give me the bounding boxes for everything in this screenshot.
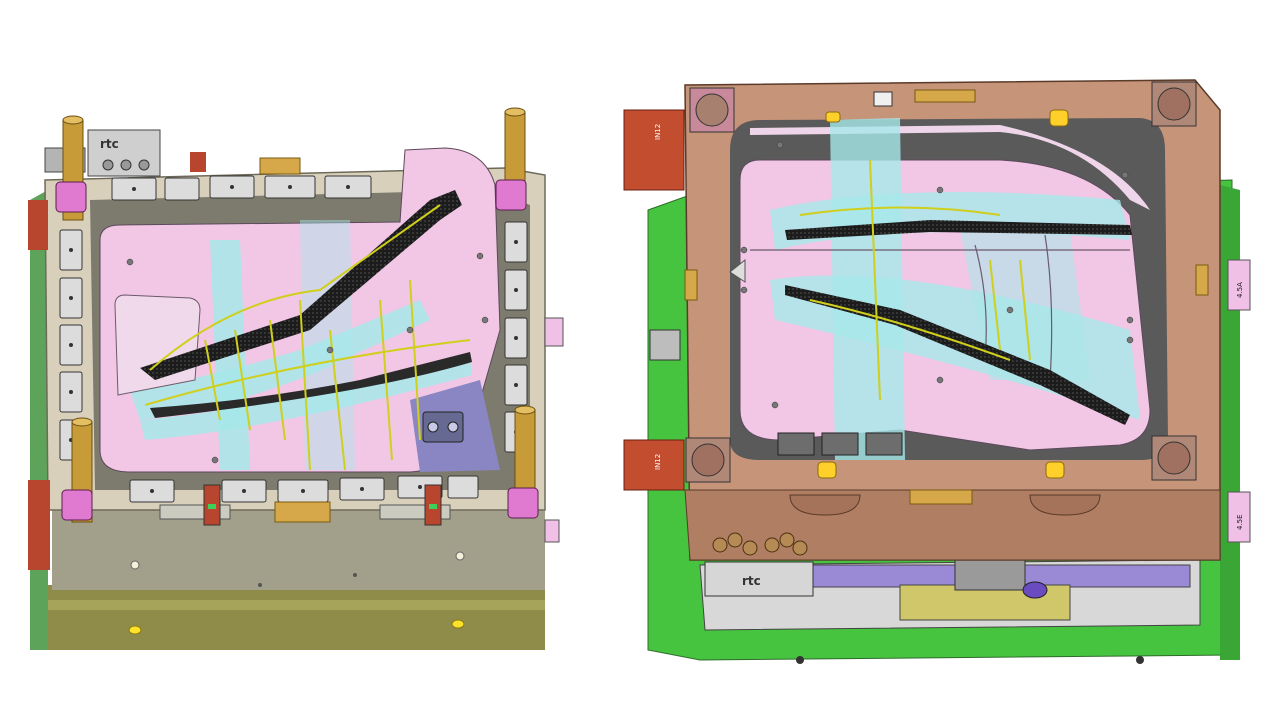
left-base-stripe (48, 600, 545, 610)
left-cavity-holes (126, 252, 489, 464)
left-top-clamp (259, 157, 301, 175)
right-hydraulic-fittings (712, 532, 808, 556)
left-red-block (190, 152, 206, 172)
right-side-clamp (684, 269, 698, 301)
right-sprue-cone (729, 258, 746, 283)
right-top-clamp (914, 89, 976, 103)
left-logo-plate: rtc (87, 129, 161, 177)
left-plate-screws (69, 185, 518, 493)
left-base-hole (258, 583, 262, 587)
right-mold-assembly: IN12 IN12 4.5A 4.5E rtc (623, 79, 1251, 664)
right-logo-plate (704, 561, 814, 597)
right-red-block-label: IN12 (654, 454, 662, 470)
right-side-tag (1227, 491, 1251, 543)
right-side-clamp (1195, 264, 1209, 296)
right-bottom-arc (789, 494, 861, 516)
right-side-bracket (649, 329, 681, 361)
left-red-block (28, 480, 50, 570)
right-cavity-shoulder (750, 125, 1150, 210)
left-bushings (55, 179, 539, 521)
left-base-hole (455, 551, 465, 561)
left-yellow-marker (451, 619, 465, 629)
left-molded-part-lower (150, 352, 472, 418)
left-base-mid (52, 505, 545, 590)
left-base-hole (130, 560, 140, 570)
right-yellow-markers (817, 109, 1069, 479)
right-top-tab (873, 91, 893, 107)
right-corner-bushings (685, 81, 1197, 483)
left-molded-part (140, 190, 462, 380)
left-base-lower (48, 585, 545, 650)
right-side-tag (1227, 259, 1251, 311)
right-bottom-arc (1029, 494, 1101, 516)
right-bottom-slots (777, 432, 903, 456)
left-logo-text: rtc (100, 137, 119, 151)
left-side-hook (544, 519, 560, 543)
right-bottom-clamp (909, 489, 973, 505)
left-inner-tray (114, 294, 201, 396)
right-logo-text: rtc (742, 574, 761, 588)
right-red-block (623, 439, 685, 491)
left-mold-assembly: rtc (28, 107, 564, 650)
right-base-side (1220, 185, 1240, 660)
left-cooling-lines (144, 204, 471, 471)
left-bottom-clamp (274, 501, 331, 523)
left-side-hook (544, 317, 564, 347)
left-red-block (28, 200, 48, 250)
right-cavity-holes (740, 141, 1134, 409)
left-yellow-marker (128, 625, 142, 635)
left-water-channel (130, 300, 430, 420)
right-molded-part-lower (785, 285, 1130, 425)
right-side-tag-label: 4.5A (1236, 282, 1244, 298)
left-ejector-block (422, 411, 464, 443)
right-side-tag-label: 4.5E (1236, 514, 1244, 530)
right-red-block (623, 109, 685, 191)
right-red-block-label: IN12 (654, 124, 662, 140)
right-cooling-lines (799, 159, 1031, 401)
left-base-hole (353, 573, 357, 577)
